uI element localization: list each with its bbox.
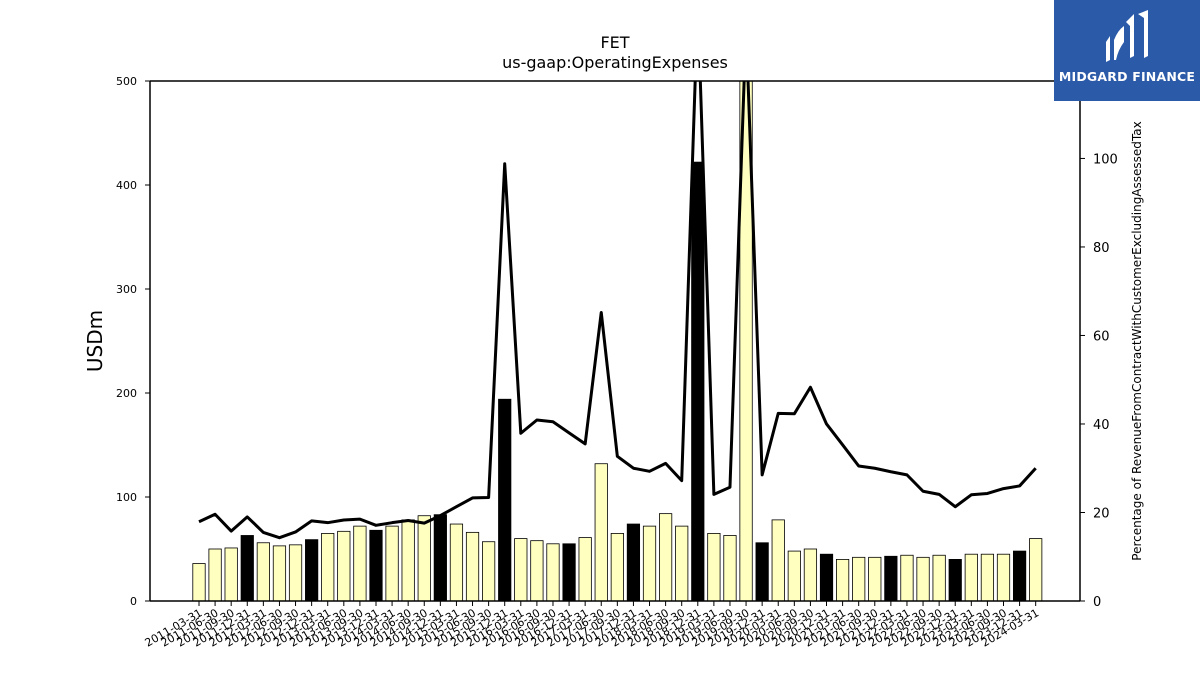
- bar: [272, 545, 287, 601]
- bar: [546, 543, 560, 601]
- bar: [1012, 550, 1027, 601]
- bar: [594, 463, 608, 601]
- y2-tick-label: 20: [1093, 506, 1110, 521]
- bar: [240, 535, 254, 601]
- bar: [932, 554, 946, 601]
- bar: [256, 542, 270, 601]
- bar: [819, 553, 834, 601]
- ticks: 01002003004005000204060801002011-03-3120…: [116, 75, 1118, 650]
- y-tick-label: 200: [116, 387, 137, 400]
- bar: [208, 548, 222, 601]
- bar: [482, 541, 496, 601]
- bar: [916, 556, 930, 601]
- y2-tick-label: 100: [1093, 152, 1118, 167]
- bar: [288, 544, 303, 601]
- bar: [417, 515, 431, 601]
- y-tick-label: 500: [116, 75, 137, 88]
- bar: [900, 554, 914, 601]
- y-tick-label: 100: [116, 491, 137, 504]
- bar: [321, 533, 335, 601]
- bar-series: [192, 81, 1043, 601]
- bar: [449, 523, 464, 601]
- bar: [707, 533, 721, 601]
- bar: [192, 563, 206, 601]
- bar: [401, 519, 415, 601]
- bar: [964, 553, 978, 601]
- bar: [659, 513, 673, 601]
- bar: [836, 559, 850, 601]
- bar: [514, 538, 528, 601]
- bar: [996, 553, 1011, 601]
- bar: [305, 539, 319, 601]
- bar: [948, 559, 962, 601]
- y2-tick-label: 0: [1093, 595, 1101, 610]
- bar: [868, 556, 882, 601]
- bar: [465, 531, 480, 601]
- y2-axis-label: Percentage of RevenueFromContractWithCus…: [1130, 121, 1144, 560]
- bar: [369, 529, 383, 601]
- y-tick-label: 300: [116, 283, 137, 296]
- bar: [803, 548, 818, 601]
- bar: [675, 525, 689, 601]
- bar: [385, 525, 399, 601]
- bar: [755, 542, 769, 601]
- chart-subtitle: us-gaap:OperatingExpenses: [502, 53, 728, 72]
- bar: [1029, 538, 1043, 601]
- bar: [337, 530, 351, 601]
- bar: [691, 161, 705, 601]
- y-axis-label: USDm: [83, 310, 107, 372]
- bar: [739, 81, 753, 601]
- chart-title: FET: [600, 33, 629, 52]
- midgard-finance-logo: MIDGARD FINANCE: [1054, 0, 1200, 101]
- bar: [578, 537, 592, 601]
- bar: [498, 398, 512, 601]
- bar: [771, 519, 785, 601]
- bar: [562, 543, 576, 601]
- y2-tick-label: 80: [1093, 241, 1110, 256]
- bar: [642, 525, 657, 601]
- axes: [149, 80, 1081, 602]
- bar: [224, 547, 238, 601]
- bar: [610, 533, 624, 601]
- bar: [980, 553, 995, 601]
- y-tick-label: 0: [130, 595, 137, 608]
- logo-text: MIDGARD FINANCE: [1058, 69, 1196, 84]
- bar: [530, 540, 544, 601]
- bar: [884, 555, 898, 601]
- bar: [787, 550, 801, 601]
- ratio-line: [198, 81, 1037, 540]
- bar: [852, 556, 866, 601]
- line-series: [198, 81, 1037, 540]
- bar: [433, 514, 447, 601]
- bar: [626, 523, 641, 601]
- logo-icon: [1106, 10, 1148, 62]
- y2-tick-label: 60: [1093, 329, 1110, 344]
- bar: [353, 525, 367, 601]
- bar: [723, 535, 737, 601]
- y2-tick-label: 40: [1093, 418, 1110, 433]
- y-tick-label: 400: [116, 179, 137, 192]
